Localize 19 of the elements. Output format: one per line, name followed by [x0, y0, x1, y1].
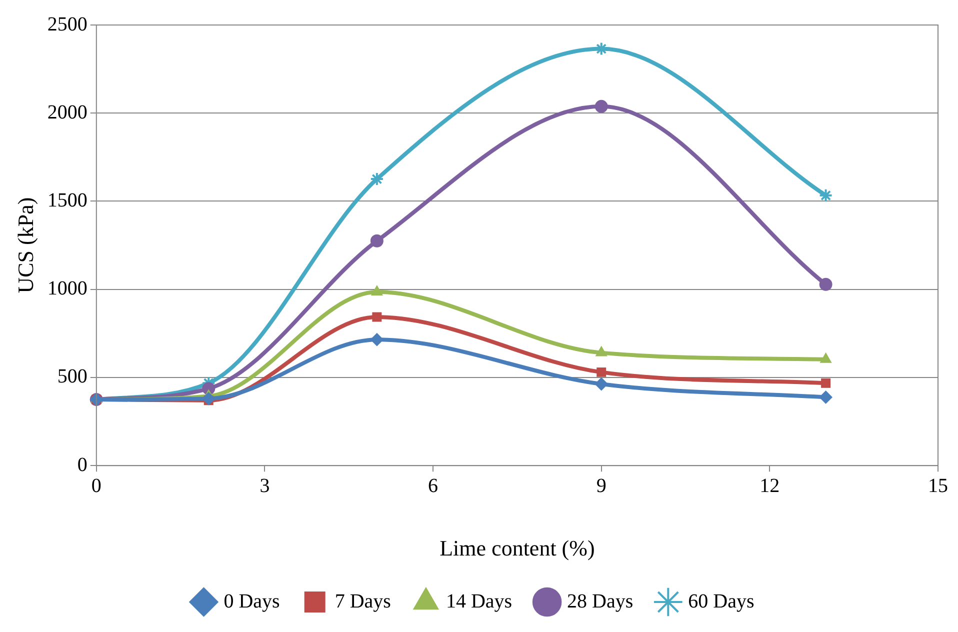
x-tick-label: 0 [91, 474, 102, 497]
y-tick-label: 2500 [47, 13, 88, 36]
legend-label: 7 Days [334, 590, 392, 612]
y-tick-label: 1500 [47, 189, 88, 212]
x-tick-label: 6 [428, 474, 438, 497]
legend-label: 60 Days [688, 590, 754, 612]
y-tick-label: 1000 [47, 278, 88, 300]
x-axis-title: Lime content (%) [440, 536, 595, 561]
y-tick-label: 0 [77, 454, 88, 476]
x-tick-label: 3 [260, 474, 270, 497]
y-tick-label: 500 [57, 366, 88, 388]
legend-label: 14 Days [446, 590, 512, 612]
x-tick-label: 15 [928, 474, 948, 497]
y-tick-label: 2000 [47, 101, 88, 124]
x-tick-label: 12 [760, 474, 780, 497]
legend-label: 0 Days [224, 590, 280, 612]
x-tick-label: 9 [596, 474, 606, 497]
y-axis-title: UCS (kPa) [12, 197, 38, 294]
legend-label: 28 Days [567, 590, 634, 612]
